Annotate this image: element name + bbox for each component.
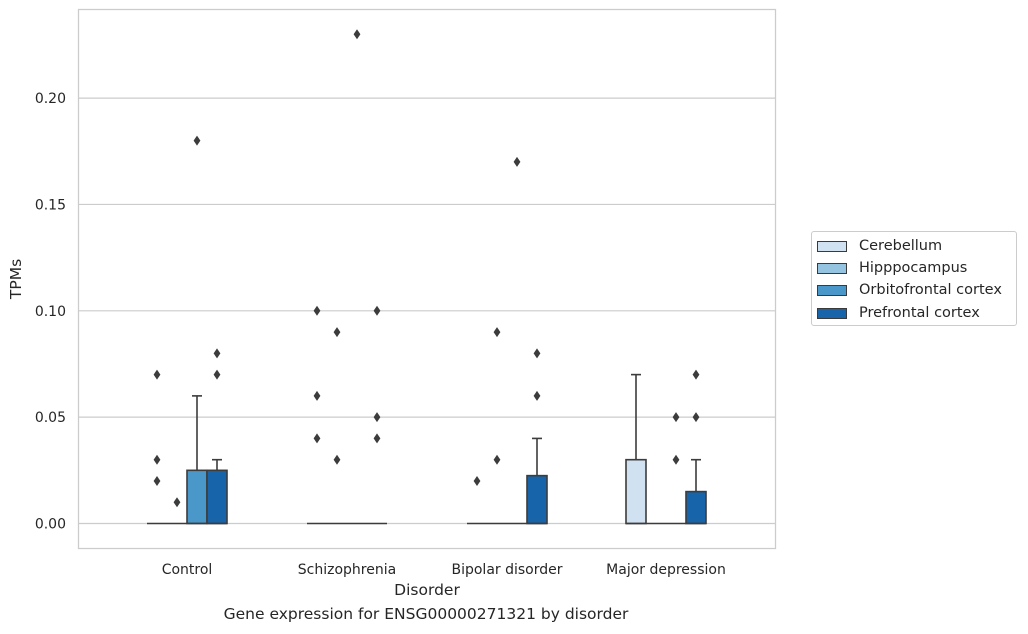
y-tick-label: 0.15 [35,197,66,213]
outlier-point [313,390,321,401]
legend-swatch-hipppocampus [817,262,847,274]
x-tick-labels: Control Schizophrenia Bipolar disorder Majo… [162,562,726,578]
box-orbitofrontal-cortex-control [186,135,208,525]
outlier-point [213,369,221,380]
legend-swatch-cerebellum [817,240,847,252]
legend-label-hipppocampus: Hipppocampus [859,260,968,276]
legend-label-prefrontal-cortex: Prefrontal cortex [859,305,980,321]
outlier-point [473,475,481,486]
outlier-point [313,305,321,316]
y-tick-label: 0.20 [35,91,66,107]
legend-label-orbitofrontal-cortex: Orbitofrontal cortex [859,282,1002,298]
legend-item-orbitofrontal-cortex: Orbitofrontal cortex [817,280,1002,300]
y-tick-label: 0.05 [35,410,66,426]
chart-caption: Gene expression for ENSG00000271321 by d… [223,605,629,623]
outlier-point [313,433,321,444]
x-tick-label: Schizophrenia [298,562,396,578]
box-orbitofrontal-cortex-major-depression [666,412,686,525]
x-tick-label: Bipolar disorder [451,562,562,578]
box-prefrontal-cortex-bipolar-disorder [526,348,548,525]
box-hipppocampus-schizophrenia [327,327,347,525]
box-body [186,469,208,525]
box-cerebellum-control [147,369,167,525]
box-body [685,490,707,525]
outlier-point [373,305,381,316]
box-orbitofrontal-cortex-bipolar-disorder [507,156,527,525]
outlier-point [493,327,501,338]
outlier-point [213,348,221,359]
box-prefrontal-cortex-major-depression [685,369,707,525]
y-tick-labels: 0.00 0.05 0.10 0.15 0.20 [35,91,66,532]
gridlines [78,97,775,525]
outlier-point [333,454,341,465]
outlier-point [493,454,501,465]
outlier-point [333,327,341,338]
box-cerebellum-schizophrenia [307,305,327,525]
outlier-point [373,433,381,444]
outlier-point [692,412,700,423]
box-cerebellum-bipolar-disorder [467,475,487,525]
box-prefrontal-cortex-control [206,348,228,525]
plot-area-frame [77,8,777,550]
legend-item-cerebellum: Cerebellum [817,236,942,256]
legend: Cerebellum Hipppocampus Orbitofrontal co… [811,231,1017,326]
box-hipppocampus-bipolar-disorder [487,327,507,525]
box-plots [147,29,707,525]
box-body [206,469,228,525]
y-tick-label: 0.00 [35,517,66,533]
legend-swatch-orbitofrontal-cortex [817,284,847,296]
outlier-point [153,475,161,486]
legend-item-hipppocampus: Hipppocampus [817,258,967,278]
y-tick-label: 0.10 [35,304,66,320]
outlier-point [193,135,201,146]
x-tick-label: Major depression [606,562,726,578]
legend-item-prefrontal-cortex: Prefrontal cortex [817,303,980,323]
outlier-point [173,497,181,508]
box-hipppocampus-control [167,497,187,525]
outlier-point [153,369,161,380]
outlier-point [513,156,521,167]
outlier-point [533,390,541,401]
outlier-point [373,412,381,423]
box-body [625,458,647,525]
outlier-point [153,454,161,465]
outlier-point [353,29,361,40]
legend-swatch-prefrontal-cortex [817,307,847,319]
legend-label-cerebellum: Cerebellum [859,238,943,254]
box-orbitofrontal-cortex-schizophrenia [347,29,367,525]
x-tick-label: Control [162,562,213,578]
box-body [526,474,548,525]
outlier-point [672,454,680,465]
outlier-point [672,412,680,423]
box-prefrontal-cortex-schizophrenia [367,305,387,525]
y-axis-title: TPMs [7,259,25,300]
outlier-point [533,348,541,359]
box-cerebellum-major-depression [625,373,647,525]
outlier-point [692,369,700,380]
x-axis-title: Disorder [394,581,460,599]
